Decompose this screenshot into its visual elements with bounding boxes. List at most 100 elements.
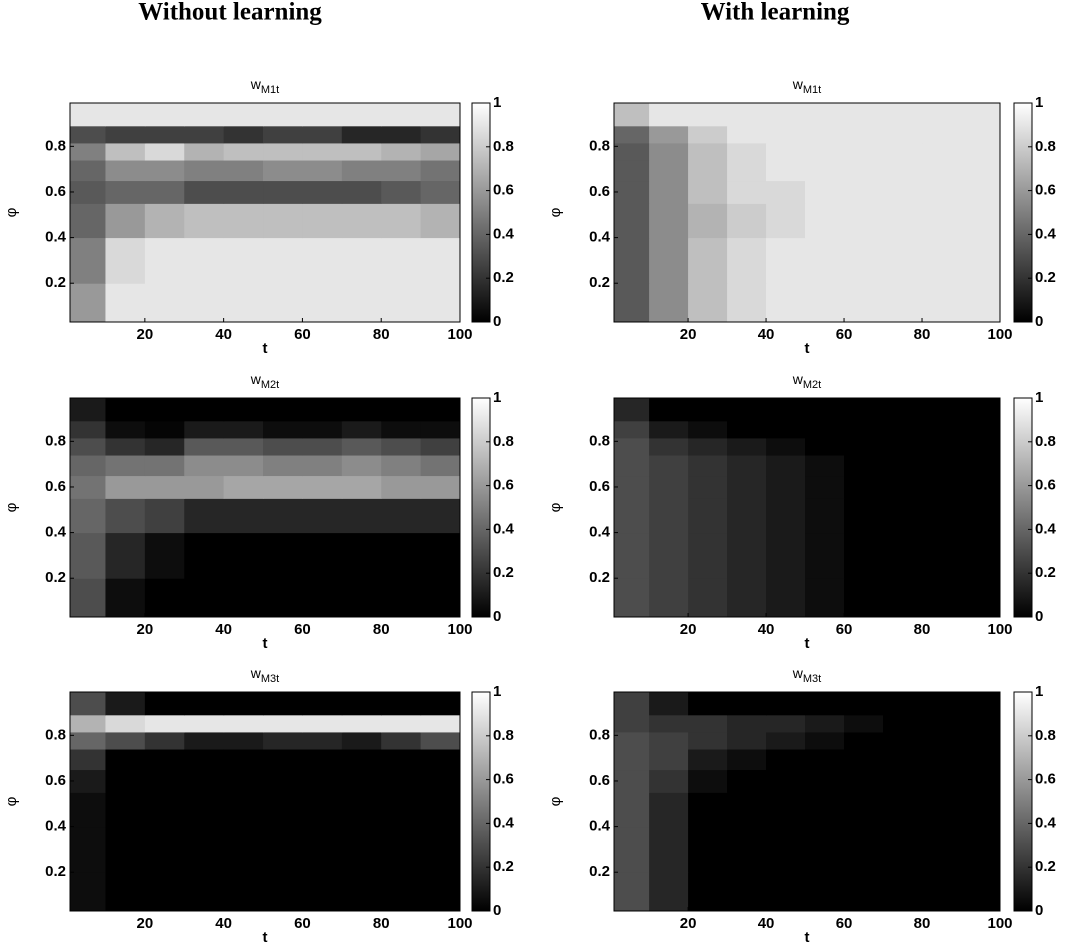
contour-cell (302, 125, 343, 144)
contour-cell (883, 872, 923, 912)
contour-cell (420, 792, 461, 828)
contour-cell (144, 283, 185, 323)
contour-cell (341, 826, 382, 873)
contour-cell (70, 826, 106, 873)
contour-cell (614, 180, 650, 204)
contour-cell (844, 532, 884, 579)
contour-cell (341, 160, 382, 182)
contour-cell (922, 180, 962, 204)
contour-cell (922, 437, 962, 456)
contour-cell (883, 237, 923, 284)
contour-cell (649, 532, 689, 579)
contour-cell (883, 731, 923, 750)
x-tick-label: 80 (914, 621, 931, 638)
contour-cell (961, 475, 1001, 499)
x-axis-label: t (805, 635, 810, 652)
contour-cell (263, 769, 303, 793)
plot-title: wM1t (250, 76, 279, 96)
contour-cell (614, 283, 650, 323)
contour-cell (649, 103, 689, 127)
x-tick-label: 100 (447, 326, 472, 343)
contour-cell (184, 475, 225, 499)
x-tick-label: 80 (373, 621, 390, 638)
contour-cell (302, 475, 343, 499)
colorbar-tick-label: 0.4 (493, 225, 515, 242)
contour-cell (805, 103, 845, 127)
contour-cell (614, 203, 650, 239)
contour-cell (184, 420, 225, 439)
contour-cell (614, 749, 650, 771)
contour-cell (727, 475, 767, 499)
colorbar-tick-label: 0 (493, 902, 501, 919)
contour-cell (223, 749, 264, 771)
contour-cell (766, 475, 806, 499)
contour-cell (883, 125, 923, 144)
contour-cell (302, 283, 343, 323)
colorbar-tick-label: 0.4 (493, 520, 515, 537)
x-tick-label: 100 (447, 915, 472, 932)
title-main: w (792, 76, 804, 92)
contour-cell (649, 731, 689, 750)
contour-cell (922, 692, 962, 716)
title-main: w (792, 371, 804, 387)
colorbar-tick-label: 0.8 (1035, 138, 1056, 155)
contour-cell (263, 103, 303, 127)
contour-cell (341, 475, 382, 499)
title-sub: M3t (261, 673, 279, 685)
contour-cell (614, 792, 650, 828)
contour-cell (883, 498, 923, 534)
contour-cell (223, 420, 264, 439)
contour-cell (844, 125, 884, 144)
contour-cell (961, 420, 1001, 439)
x-tick-label: 60 (294, 915, 311, 932)
colorbar-tick-label: 1 (493, 683, 501, 700)
contour-cell (922, 103, 962, 127)
colorbar-tick-label: 0.8 (493, 138, 514, 155)
contour-cell (105, 498, 146, 534)
contour-cell (223, 103, 264, 127)
colorbar-tick-label: 0 (1035, 313, 1043, 330)
colorbar-tick-label: 0.2 (493, 858, 514, 875)
contour-cell (727, 714, 767, 733)
contour-cell (844, 769, 884, 793)
contour-cell (381, 203, 422, 239)
contour-cell (844, 749, 884, 771)
contour-cell (614, 872, 650, 912)
contour-cell (420, 160, 461, 182)
contour-cell (688, 792, 728, 828)
contour-cell (805, 692, 845, 716)
contour-cell (341, 714, 382, 733)
contour-cell (341, 125, 382, 144)
contour-cell (883, 398, 923, 422)
contour-cell (844, 455, 884, 477)
contour-cell (614, 437, 650, 456)
contour-cell (727, 532, 767, 579)
contour-cell (649, 125, 689, 144)
contour-cell (70, 475, 106, 499)
contour-cell (223, 160, 264, 182)
contour-cell (805, 532, 845, 579)
contour-cell (727, 578, 767, 618)
y-tick-label: 0.8 (45, 726, 66, 743)
contour-cell (144, 749, 185, 771)
y-tick-label: 0.6 (45, 478, 66, 495)
y-tick-label: 0.8 (589, 137, 610, 154)
contour-cell (766, 437, 806, 456)
contour-cell (766, 692, 806, 716)
contour-cell (381, 498, 422, 534)
contour-cell (341, 498, 382, 534)
contour-cell (922, 455, 962, 477)
contour-cell (614, 532, 650, 579)
contour-cell (70, 731, 106, 750)
contour-cell (766, 532, 806, 579)
contour-cell (688, 532, 728, 579)
contour-cell (184, 180, 225, 204)
contour-cell (766, 203, 806, 239)
colorbar-tick-label: 0.4 (1035, 225, 1057, 242)
y-tick-label: 0.6 (45, 183, 66, 200)
contour-cell (223, 731, 264, 750)
contour-cell (105, 180, 146, 204)
contour-cell (961, 749, 1001, 771)
contour-cell (688, 475, 728, 499)
contour-cell (883, 203, 923, 239)
